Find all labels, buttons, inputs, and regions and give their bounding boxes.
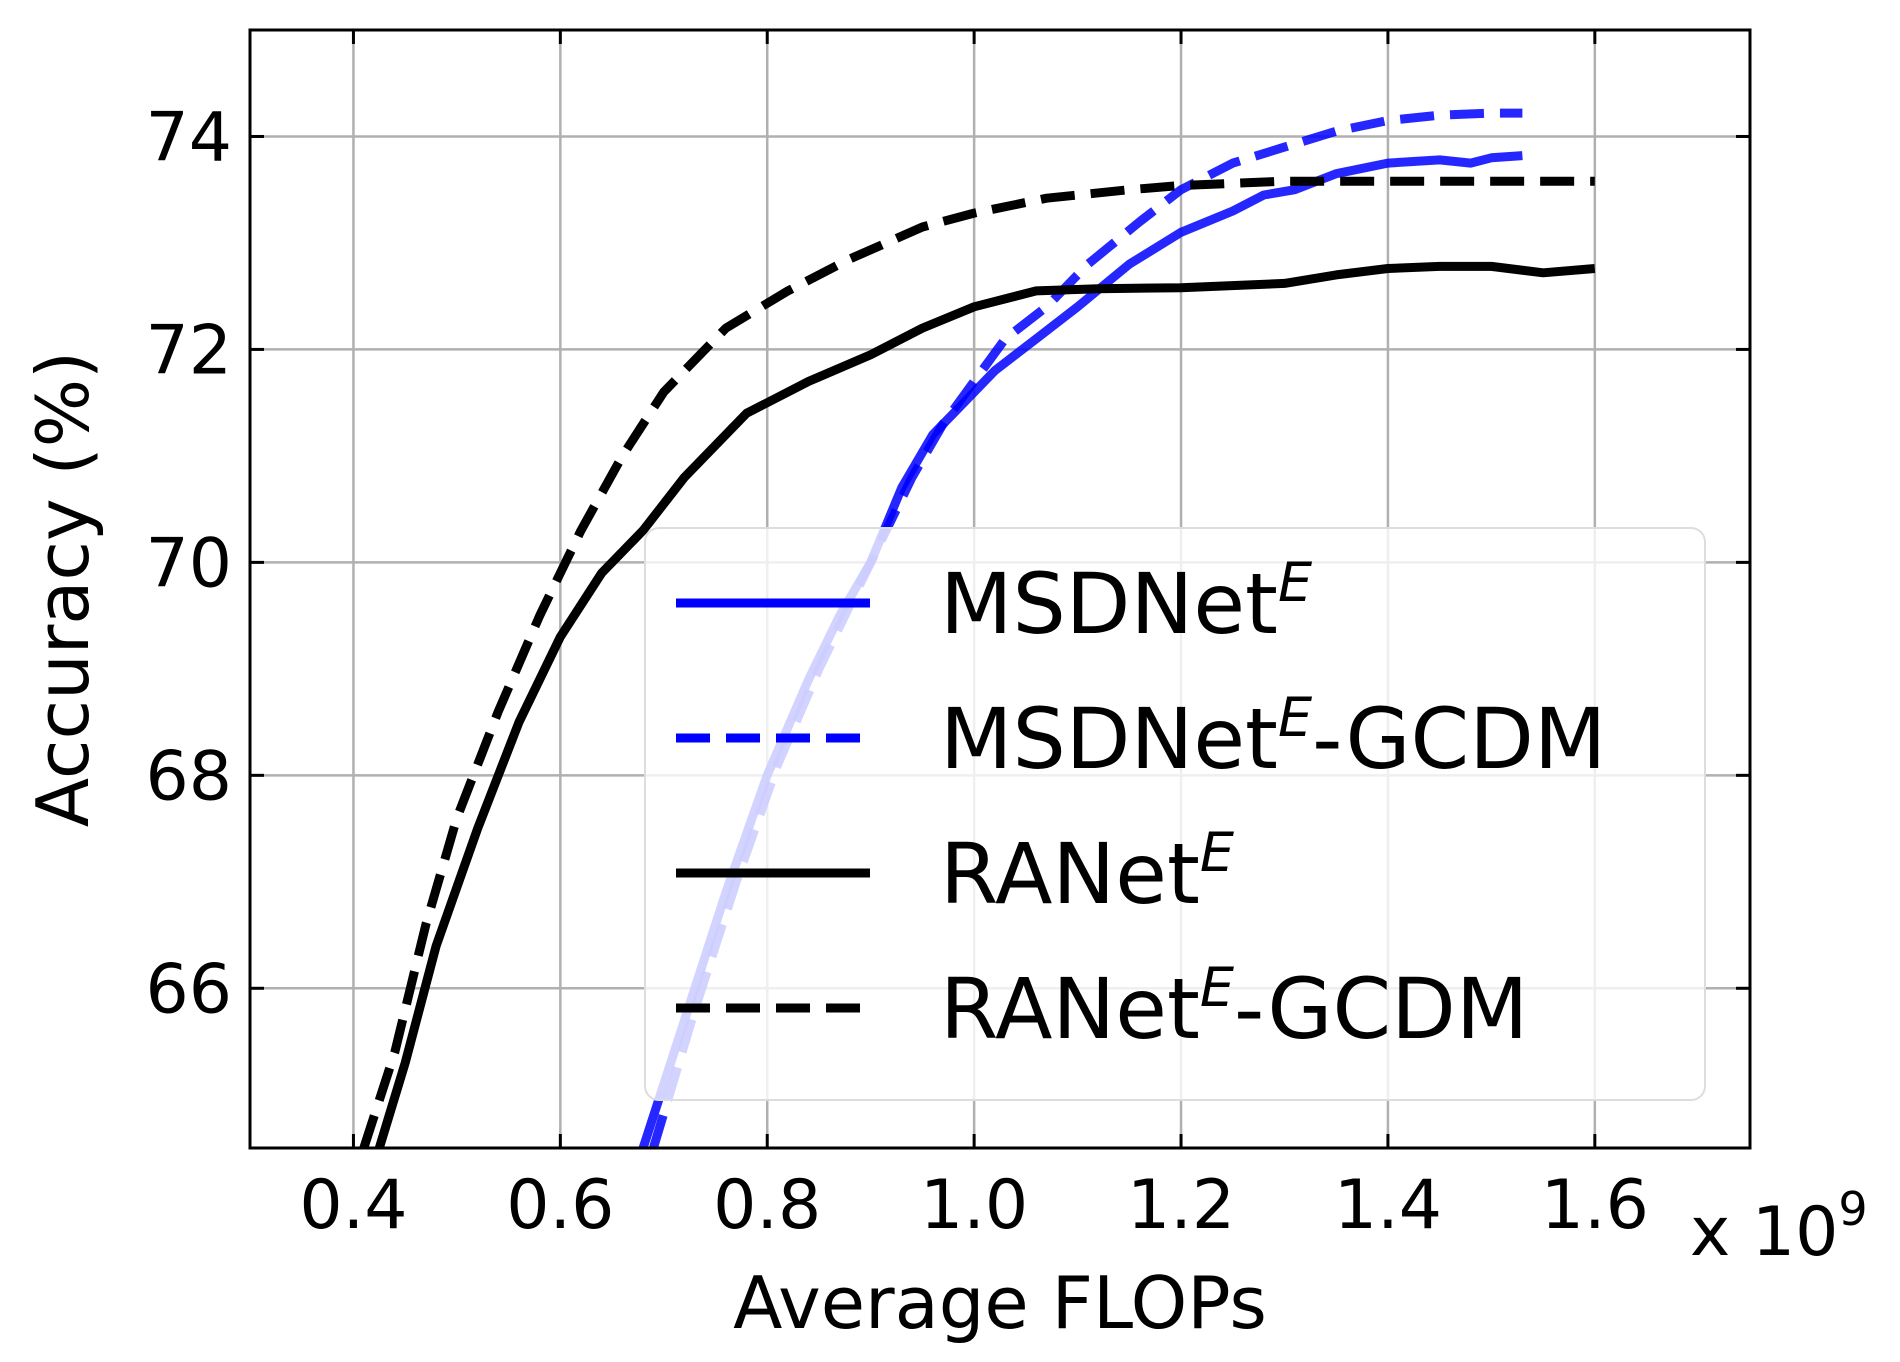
legend-label-name: RANet <box>940 960 1200 1058</box>
y-tick-label: 66 <box>145 950 232 1029</box>
plot-frame <box>248 28 1752 1150</box>
x-multiplier-base: x 10 <box>1690 1193 1838 1272</box>
legend-label-1: MSDNetE <box>940 551 1313 653</box>
y-tick-label: 68 <box>145 737 232 816</box>
y-tick-label: 72 <box>145 311 232 390</box>
x-axis-multiplier: x 109 <box>1690 1182 1868 1272</box>
legend-label-4: RANetE-GCDM <box>940 956 1528 1058</box>
legend-label-sup: E <box>1200 956 1235 1019</box>
legend-label-name: RANet <box>940 825 1200 923</box>
y-axis-label: Accuracy (%) <box>21 351 105 827</box>
x-tick-label: 1.6 <box>1541 1166 1649 1245</box>
legend-label-2: MSDNetE-GCDM <box>940 686 1606 788</box>
y-tick-label: 70 <box>145 524 232 603</box>
x-multiplier-exponent: 9 <box>1838 1182 1867 1236</box>
x-tick-label: 0.6 <box>506 1166 614 1245</box>
series-line-4 <box>359 176 1595 1148</box>
legend-label-sup: E <box>1278 551 1313 614</box>
ticks <box>250 30 1750 1148</box>
x-tick-label: 0.8 <box>713 1166 821 1245</box>
legend-label-sup: E <box>1278 686 1313 749</box>
legend-box <box>644 527 1706 1101</box>
x-tick-label: 1.4 <box>1334 1166 1442 1245</box>
x-axis-label: Average FLOPs <box>733 1261 1267 1345</box>
legend-label-sup: E <box>1200 821 1235 884</box>
legend-label-name: MSDNet <box>940 555 1278 653</box>
legend-label-suffix: -GCDM <box>1234 960 1528 1058</box>
x-tick-label: 1.0 <box>920 1166 1028 1245</box>
x-tick-label: 1.2 <box>1127 1166 1235 1245</box>
legend-label-3: RANetE <box>940 821 1235 923</box>
tick-labels: 0.4 0.6 0.8 1.0 1.2 1.4 1.6 66 68 70 72 74 <box>145 98 1648 1245</box>
y-tick-label: 74 <box>145 98 232 177</box>
x-tick-label: 0.4 <box>299 1166 407 1245</box>
legend-label-name: MSDNet <box>940 690 1278 788</box>
series-line-3 <box>374 261 1596 1148</box>
legend-label-suffix: -GCDM <box>1312 690 1606 788</box>
